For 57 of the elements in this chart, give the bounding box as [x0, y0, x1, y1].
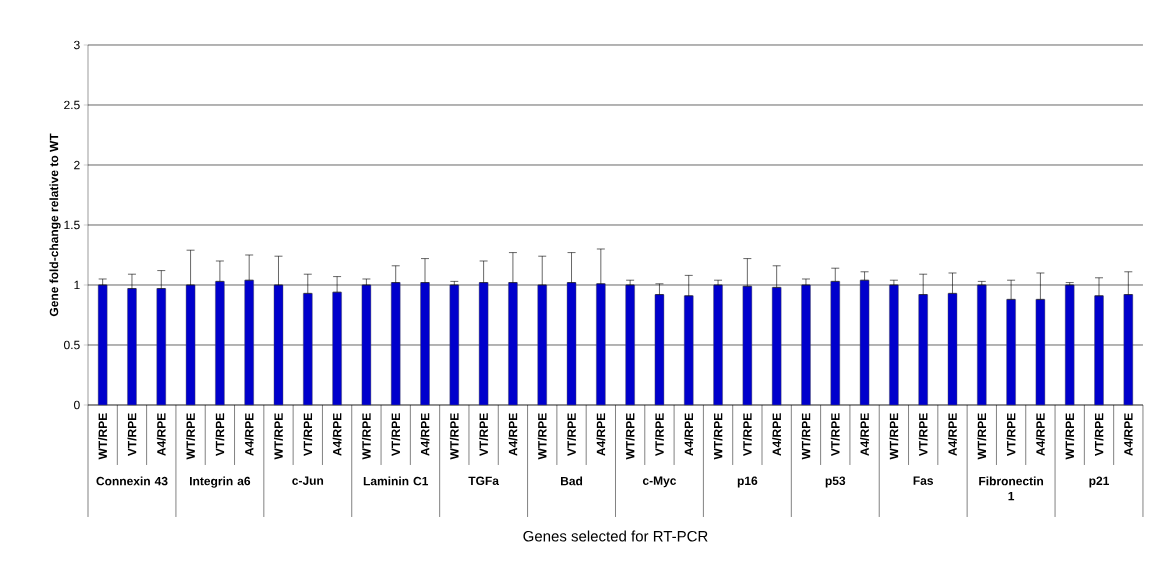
y-tick-label: 2	[74, 160, 80, 170]
x-tick-label: VT/RPE	[830, 413, 840, 457]
y-tick-label: 0	[74, 400, 80, 410]
x-tick-label: A4/RPE	[684, 413, 694, 456]
text: c-Myc	[642, 476, 677, 488]
x-tick-label: WT/RPE	[889, 413, 899, 460]
x-tick-label: WT/RPE	[977, 413, 987, 460]
text: c-Jun	[292, 476, 324, 485]
x-tick-label: WT/RPE	[713, 413, 723, 460]
text: Fas	[913, 476, 934, 485]
x-tick-label: VT/RPE	[391, 413, 401, 457]
x-tick-label: WT/RPE	[537, 413, 547, 460]
x-tick-label: A4/RPE	[596, 413, 606, 456]
x-tick-label: WT/RPE	[1065, 413, 1075, 460]
y-tick-label: 0.5	[64, 340, 80, 350]
x-tick-label: WT/RPE	[186, 413, 196, 460]
text: Fibronectin 1	[979, 476, 1044, 501]
x-tick-label: A4/RPE	[420, 413, 430, 456]
x-tick-label: VT/RPE	[303, 413, 313, 457]
x-tick-label: A4/RPE	[772, 413, 782, 456]
text: p16	[737, 476, 758, 488]
x-tick-label: A4/RPE	[244, 413, 254, 456]
x-tick-label: WT/RPE	[625, 413, 635, 460]
x-tick-label: A4/RPE	[156, 413, 166, 456]
x-axis-title: Genes selected for RT-PCR	[523, 530, 708, 542]
x-tick-label: VT/RPE	[567, 413, 576, 457]
y-tick-label: 3	[73, 40, 80, 50]
x-tick-label: VT/RPE	[742, 413, 752, 457]
x-tick-label: A4/RPE	[1123, 413, 1133, 456]
x-tick-label: VT/RPE	[654, 413, 664, 457]
x-tick-label: VT/RPE	[479, 413, 489, 457]
text: Bad	[561, 476, 583, 486]
y-tick-label: 1.5	[64, 220, 80, 230]
text: Laminin C1	[363, 476, 429, 486]
text: Integrin a6	[190, 476, 251, 488]
y-tick-label: 1	[74, 280, 80, 290]
x-tick-label: A4/RPE	[1035, 413, 1045, 456]
x-tick-label: VT/RPE	[127, 413, 137, 457]
x-tick-label: WT/RPE	[98, 413, 108, 460]
x-tick-label: WT/RPE	[449, 413, 459, 460]
x-tick-label: WT/RPE	[274, 413, 283, 460]
x-tick-label: A4/RPE	[860, 413, 870, 456]
x-tick-label: WT/RPE	[361, 413, 371, 460]
y-axis-title: Gene fold-change relative to WT	[49, 133, 61, 317]
text: p53	[825, 476, 846, 488]
x-tick-label: VT/RPE	[1094, 413, 1104, 457]
x-tick-label: A4/RPE	[332, 413, 342, 456]
x-tick-label: VT/RPE	[215, 413, 225, 457]
text: Connexin 43	[96, 476, 168, 486]
text: TGFa	[468, 476, 500, 486]
x-tick-label: A4/RPE	[948, 413, 957, 456]
x-tick-label: A4/RPE	[508, 413, 518, 456]
x-tick-label: VT/RPE	[1006, 413, 1016, 457]
x-tick-label: VT/RPE	[918, 413, 928, 457]
x-tick-label: WT/RPE	[801, 413, 811, 460]
y-tick-label: 2.5	[64, 100, 80, 110]
text: p21	[1089, 476, 1110, 488]
